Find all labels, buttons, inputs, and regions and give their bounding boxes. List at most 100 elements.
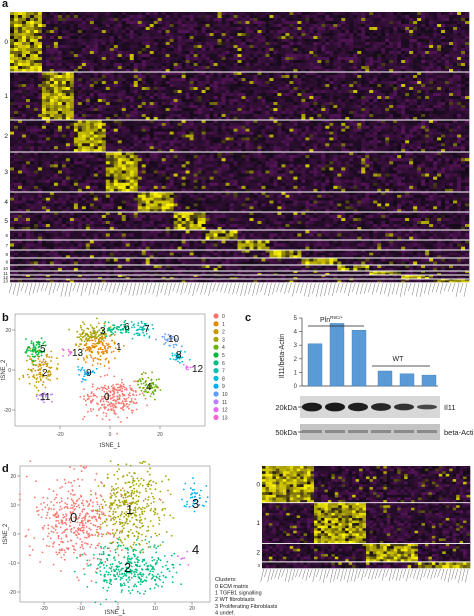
heatmap-a-cell xyxy=(389,39,394,43)
heatmap-a-cell xyxy=(89,51,95,55)
heatmap-a-cell xyxy=(361,75,366,79)
heatmap-a-cell xyxy=(25,120,31,124)
heatmap-a-cell xyxy=(73,42,79,46)
heatmap-a-cell xyxy=(325,102,330,106)
heatmap-a-cell xyxy=(385,99,390,103)
heatmap-a-cell xyxy=(345,18,350,22)
heatmap-a-cell xyxy=(37,120,43,124)
heatmap-a-cell xyxy=(253,30,258,34)
heatmap-a-cell xyxy=(117,90,123,94)
heatmap-a-cell xyxy=(277,66,282,70)
heatmap-a-cell xyxy=(449,57,454,61)
heatmap-a-cell xyxy=(337,27,342,31)
heatmap-a-cell xyxy=(157,27,162,31)
heatmap-a-cell xyxy=(221,69,226,73)
heatmap-a-cell xyxy=(129,69,135,73)
heatmap-a-cell xyxy=(453,131,458,135)
heatmap-a-cell xyxy=(21,18,27,22)
heatmap-a-cell xyxy=(49,105,55,109)
heatmap-a-cell xyxy=(233,87,238,91)
heatmap-a-cell xyxy=(237,39,242,43)
heatmap-a-cell xyxy=(341,90,346,94)
heatmap-a-cell xyxy=(233,60,238,64)
heatmap-a-cell xyxy=(341,105,346,109)
heatmap-a-cell xyxy=(61,15,67,19)
heatmap-a-cell xyxy=(229,87,234,91)
heatmap-a-cell xyxy=(149,42,154,46)
heatmap-a-cell xyxy=(201,137,206,141)
heatmap-a-cell xyxy=(341,66,346,70)
heatmap-a-cell xyxy=(69,72,75,76)
heatmap-a-cell xyxy=(417,72,422,76)
heatmap-a-cell xyxy=(309,96,314,100)
heatmap-a-cell xyxy=(345,81,350,85)
heatmap-a-cell xyxy=(425,131,430,135)
heatmap-a-cell xyxy=(413,120,418,124)
heatmap-a-cell xyxy=(373,69,378,73)
heatmap-a-cell xyxy=(261,117,266,121)
heatmap-a-cell xyxy=(405,72,410,76)
heatmap-a-cell xyxy=(453,90,458,94)
heatmap-a-cell xyxy=(221,12,226,16)
heatmap-a-cell xyxy=(105,51,111,55)
heatmap-a-cell xyxy=(373,99,378,103)
heatmap-a-cell xyxy=(165,27,170,31)
heatmap-a-cell xyxy=(253,111,258,115)
heatmap-a-cell xyxy=(409,27,414,31)
heatmap-a-cell xyxy=(453,81,458,85)
heatmap-a-cell xyxy=(225,108,230,112)
heatmap-a-cell xyxy=(453,27,458,31)
heatmap-a-cell xyxy=(233,81,238,85)
heatmap-a-cell xyxy=(221,30,226,34)
heatmap-a-cell xyxy=(137,102,143,106)
heatmap-a-cell xyxy=(109,39,115,43)
heatmap-a-cell xyxy=(53,78,59,82)
heatmap-a-cell xyxy=(89,72,95,76)
heatmap-a-cell xyxy=(465,99,470,103)
heatmap-a-cell xyxy=(201,111,206,115)
heatmap-a-cell xyxy=(325,39,330,43)
heatmap-a-cell xyxy=(273,93,278,97)
heatmap-a-cell xyxy=(341,78,346,82)
heatmap-a-cell xyxy=(237,117,242,121)
heatmap-a-cell xyxy=(409,90,414,94)
heatmap-a-cell xyxy=(361,93,366,97)
heatmap-a-cell xyxy=(113,140,119,144)
heatmap-a-cell xyxy=(133,108,139,112)
heatmap-a-cell xyxy=(229,93,234,97)
heatmap-a-cell xyxy=(169,12,174,16)
heatmap-a-cell xyxy=(353,114,358,118)
heatmap-a-cell xyxy=(153,72,158,76)
heatmap-a-cell xyxy=(401,81,406,85)
heatmap-a-cell xyxy=(41,96,47,100)
heatmap-a-cell xyxy=(321,21,326,25)
heatmap-a-cell xyxy=(309,128,314,132)
heatmap-a-cell xyxy=(245,69,250,73)
heatmap-a-cell xyxy=(301,125,306,130)
heatmap-a-cell xyxy=(297,66,302,70)
heatmap-a-cell xyxy=(25,24,31,28)
heatmap-a-cell xyxy=(65,81,71,85)
heatmap-a-cell xyxy=(13,137,19,141)
heatmap-a-cell xyxy=(221,36,226,40)
heatmap-a-cell xyxy=(197,24,202,28)
heatmap-a-cell xyxy=(125,24,131,28)
heatmap-a-cell xyxy=(45,51,51,55)
heatmap-a-cell xyxy=(181,54,186,58)
heatmap-a-cell xyxy=(445,42,450,46)
heatmap-a-cell xyxy=(277,125,282,130)
heatmap-a-cell xyxy=(109,128,115,132)
heatmap-a-cell xyxy=(177,81,182,85)
heatmap-a-cell xyxy=(113,128,119,132)
heatmap-a-cell xyxy=(369,84,374,88)
heatmap-a-cell xyxy=(289,131,294,135)
heatmap-a-cell xyxy=(65,60,71,64)
heatmap-a-cell xyxy=(109,69,115,73)
heatmap-a-cell xyxy=(261,99,266,103)
heatmap-a-cell xyxy=(381,36,386,40)
heatmap-a-cell xyxy=(285,120,290,124)
heatmap-a-cell xyxy=(385,137,390,141)
heatmap-a-cell xyxy=(133,78,139,82)
heatmap-a-cell xyxy=(253,122,258,127)
heatmap-a-cell xyxy=(89,63,95,67)
